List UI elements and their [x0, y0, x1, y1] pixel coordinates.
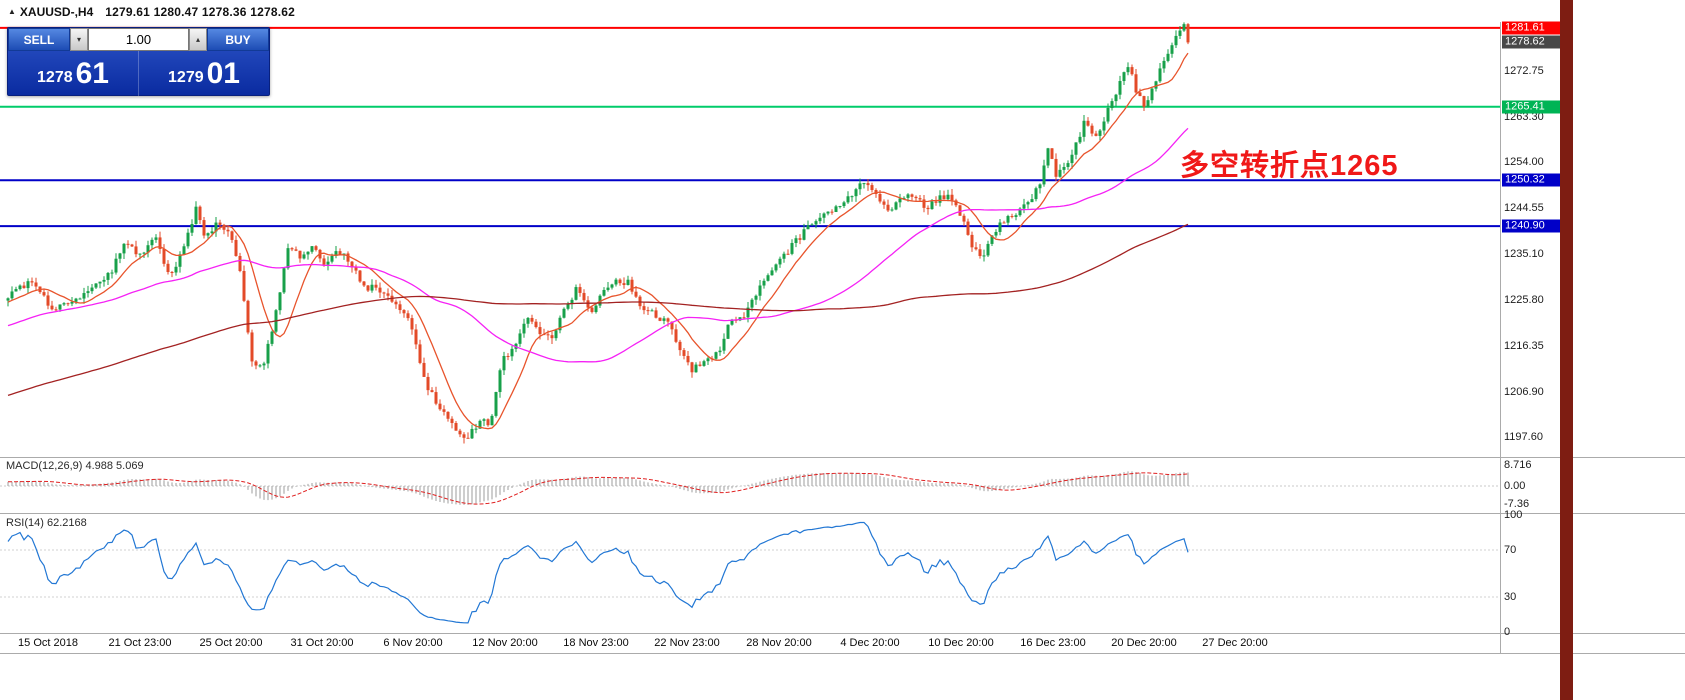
moving-average-48 [7, 127, 1189, 363]
right-edge-bar [1560, 0, 1573, 700]
chart-annotation-text: 多空转折点1265 [1180, 150, 1399, 182]
sell-price[interactable]: 1278 61 [8, 51, 139, 96]
buy-price-main: 1279 [168, 68, 204, 86]
ohlc-readout: 1279.61 1280.47 1278.36 1278.62 [105, 5, 295, 19]
chevron-down-icon: ▾ [76, 34, 81, 44]
sell-price-pips: 61 [75, 56, 109, 90]
candles-layer [6, 22, 1190, 444]
moving-average-160 [7, 223, 1189, 397]
sell-button[interactable]: SELL [8, 28, 70, 51]
symbol-period-label: XAUUSD-,H4 [19, 5, 94, 19]
trade-panel-controls: SELL ▾ ▴ BUY [8, 28, 269, 51]
chevron-up-icon: ▴ [195, 34, 200, 44]
macd-signal-line [8, 472, 1189, 505]
rsi-layer [0, 521, 1500, 624]
volume-input[interactable] [88, 28, 189, 51]
buy-button[interactable]: BUY [207, 28, 269, 51]
volume-dropdown-button[interactable]: ▾ [70, 28, 88, 51]
sell-price-main: 1278 [37, 68, 73, 86]
rsi-line [7, 521, 1189, 624]
rsi-label: RSI(14) 62.2168 [6, 517, 87, 529]
trade-panel-prices: 1278 61 1279 01 [8, 51, 269, 96]
chart-title: ▲ XAUUSD-,H4 1279.61 1280.47 1278.36 1278.… [8, 5, 295, 19]
volume-increase-button[interactable]: ▴ [189, 28, 207, 51]
buy-price[interactable]: 1279 01 [139, 51, 269, 96]
symbol-marker-icon: ▲ [8, 7, 16, 16]
buy-price-pips: 01 [206, 56, 240, 90]
macd-layer [0, 471, 1500, 505]
moving-average-10 [7, 52, 1189, 430]
macd-label: MACD(12,26,9) 4.988 5.069 [6, 460, 144, 472]
